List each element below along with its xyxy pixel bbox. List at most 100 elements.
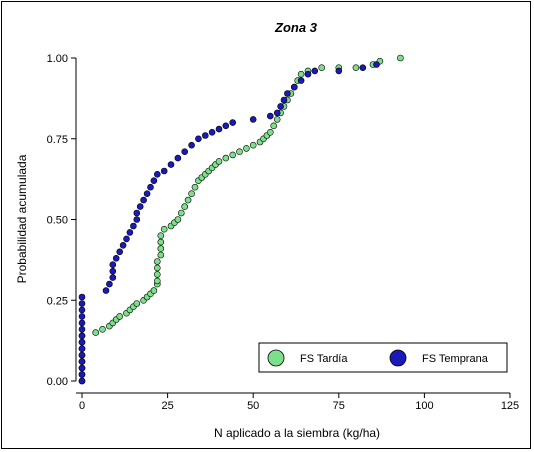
series-fs-tardia bbox=[78, 54, 404, 385]
axes: 0 25 50 75 100 125 0.00 0.25 0.50 0.75 1.00 bbox=[47, 53, 520, 412]
legend-marker-fs-tardia bbox=[267, 349, 285, 367]
fs-temprana-point bbox=[106, 280, 113, 288]
fs-tardia-point bbox=[174, 216, 182, 223]
fs-temprana-point bbox=[208, 129, 216, 136]
fs-temprana-point bbox=[109, 261, 117, 269]
fs-temprana-point bbox=[112, 254, 120, 262]
fs-temprana-point bbox=[304, 70, 312, 78]
fs-temprana-point bbox=[280, 96, 288, 104]
fs-temprana-point bbox=[195, 135, 202, 143]
x-axis-label: N aplicado a la siembra (kg/ha) bbox=[214, 426, 380, 440]
fs-temprana-point bbox=[335, 67, 343, 75]
y-tick-label: 1.00 bbox=[47, 53, 68, 65]
fs-temprana-point bbox=[273, 109, 281, 117]
fs-tardia-point bbox=[157, 245, 165, 252]
fs-temprana-point bbox=[78, 325, 86, 333]
fs-tardia-point bbox=[236, 148, 243, 155]
fs-temprana-point bbox=[78, 306, 86, 314]
fs-tardia-point bbox=[273, 116, 281, 123]
fs-tardia-point bbox=[133, 300, 141, 307]
fs-temprana-point bbox=[284, 90, 291, 97]
fs-temprana-point bbox=[202, 132, 209, 139]
x-tick-label: 0 bbox=[79, 400, 85, 412]
fs-temprana-point bbox=[297, 77, 305, 84]
fs-tardia-point bbox=[116, 313, 123, 320]
fs-tardia-point bbox=[297, 70, 305, 78]
fs-tardia-point bbox=[157, 232, 165, 239]
fs-temprana-point bbox=[78, 338, 86, 346]
fs-temprana-point bbox=[78, 364, 86, 372]
x-tick-label: 125 bbox=[501, 400, 519, 412]
x-tick-label: 75 bbox=[333, 400, 345, 412]
x-tick-label: 100 bbox=[415, 400, 433, 412]
fs-temprana-point bbox=[147, 183, 154, 191]
fs-tardia-point bbox=[243, 145, 250, 152]
fs-temprana-point bbox=[167, 161, 175, 168]
fs-temprana-point bbox=[133, 209, 141, 217]
x-tick-label: 50 bbox=[247, 400, 259, 412]
fs-tardia-point bbox=[181, 203, 188, 210]
fs-temprana-point bbox=[78, 313, 86, 320]
fs-temprana-point bbox=[290, 83, 298, 91]
y-axis-label: Probabilidad acumulada bbox=[15, 154, 29, 283]
fs-temprana-point bbox=[359, 64, 367, 71]
fs-tardia-point bbox=[99, 325, 106, 333]
fs-temprana-point bbox=[119, 242, 127, 249]
fs-temprana-point bbox=[116, 248, 123, 256]
fs-temprana-point bbox=[249, 116, 257, 123]
fs-temprana-point bbox=[109, 274, 117, 281]
fs-tardia-point bbox=[184, 196, 192, 204]
fs-tardia-point bbox=[222, 154, 230, 162]
fs-tardia-point bbox=[397, 54, 404, 62]
fs-temprana-point bbox=[78, 371, 86, 378]
fs-tardia-point bbox=[266, 129, 274, 136]
fs-tardia-point bbox=[215, 158, 223, 165]
fs-temprana-point bbox=[174, 154, 182, 162]
fs-tardia-point bbox=[229, 151, 236, 159]
fs-temprana-point bbox=[102, 287, 110, 294]
fs-temprana-point bbox=[160, 167, 168, 175]
fs-tardia-point bbox=[178, 209, 185, 217]
fs-temprana-point bbox=[126, 229, 134, 236]
fs-temprana-point bbox=[311, 67, 319, 75]
fs-temprana-point bbox=[133, 216, 141, 223]
fs-temprana-point bbox=[222, 122, 230, 130]
legend-label-fs-temprana: FS Temprana bbox=[422, 353, 489, 365]
chart-title: Zona 3 bbox=[274, 20, 318, 35]
fs-tardia-point bbox=[154, 277, 161, 285]
fs-temprana-point bbox=[78, 332, 86, 340]
fs-tardia-point bbox=[154, 271, 161, 278]
fs-tardia-point bbox=[154, 264, 161, 272]
fs-tardia-point bbox=[249, 141, 257, 149]
fs-temprana-point bbox=[154, 171, 161, 178]
fs-tardia-point bbox=[352, 64, 360, 71]
legend-label-fs-tardia: FS Tardía bbox=[300, 353, 348, 365]
fs-temprana-point bbox=[181, 148, 188, 155]
y-tick-label: 0.25 bbox=[47, 295, 68, 307]
legend: FS Tardía FS Temprana bbox=[258, 342, 508, 373]
fs-temprana-point bbox=[109, 267, 117, 275]
y-tick-label: 0.75 bbox=[47, 134, 68, 146]
fs-tardia-point bbox=[157, 238, 165, 246]
fs-temprana-point bbox=[78, 293, 86, 301]
fs-temprana-point bbox=[78, 358, 86, 365]
fs-temprana-point bbox=[188, 141, 195, 149]
fs-temprana-point bbox=[229, 119, 236, 126]
fs-temprana-point bbox=[78, 351, 86, 359]
fs-tardia-point bbox=[92, 329, 99, 336]
fs-temprana-point bbox=[78, 377, 86, 385]
fs-tardia-point bbox=[191, 183, 199, 191]
y-tick-label: 0.50 bbox=[47, 215, 68, 227]
legend-box bbox=[258, 342, 508, 373]
fs-temprana-point bbox=[373, 61, 380, 68]
legend-marker-fs-temprana bbox=[389, 349, 407, 367]
fs-tardia-point bbox=[150, 287, 158, 294]
fs-temprana-point bbox=[143, 190, 151, 197]
fs-temprana-point bbox=[277, 103, 284, 110]
fs-temprana-point bbox=[123, 235, 130, 243]
fs-temprana-point bbox=[150, 177, 158, 184]
fs-tardia-point bbox=[188, 190, 195, 197]
fs-temprana-point bbox=[78, 345, 86, 353]
